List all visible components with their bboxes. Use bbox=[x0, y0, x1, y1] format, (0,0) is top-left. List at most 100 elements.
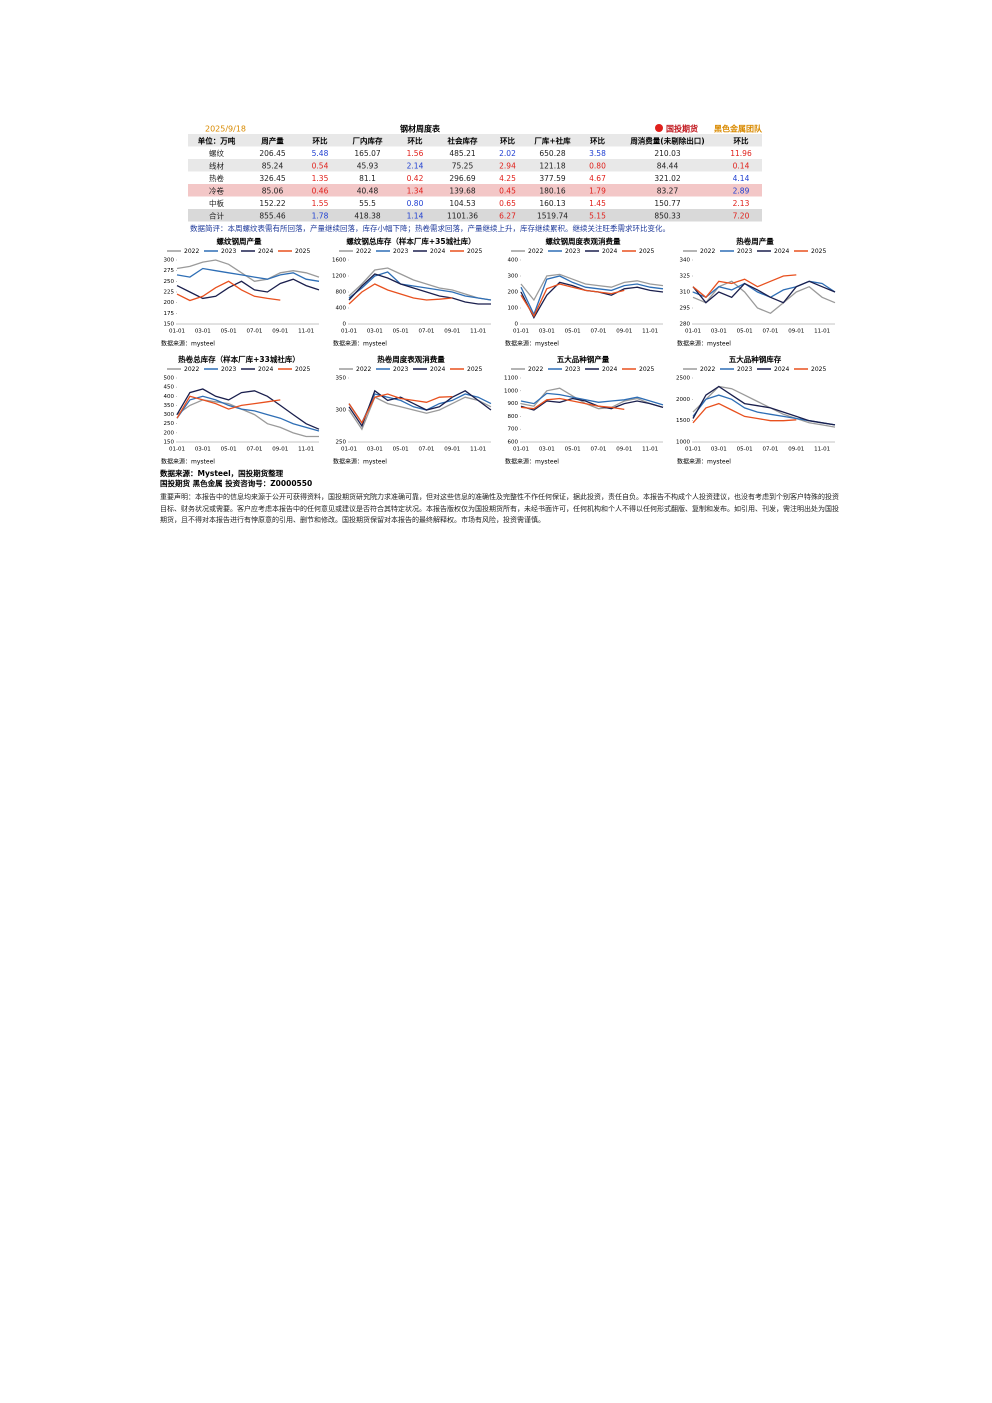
x-tick-label: 01-01 bbox=[169, 447, 185, 453]
x-tick-label: 09-01 bbox=[616, 329, 632, 335]
table-cell: 210.03 bbox=[654, 149, 680, 158]
y-tick-label: 800 bbox=[336, 290, 347, 296]
table-cell: 2.14 bbox=[407, 161, 424, 170]
series-line bbox=[348, 271, 492, 301]
column-header: 环比 bbox=[313, 135, 328, 145]
table-cell: 2.89 bbox=[733, 186, 750, 195]
legend-label: 2024 bbox=[774, 366, 789, 373]
x-tick-label: 01-01 bbox=[341, 329, 357, 335]
table-cell: 121.18 bbox=[539, 161, 565, 170]
legend-label: 2022 bbox=[700, 366, 715, 373]
legend-label: 2023 bbox=[737, 248, 752, 255]
table-cell: 152.22 bbox=[259, 199, 285, 208]
legend-label: 2024 bbox=[258, 366, 273, 373]
chart-title: 螺纹钢周度表观消费量 bbox=[546, 236, 621, 246]
series-line bbox=[520, 397, 625, 411]
row-label: 热卷 bbox=[209, 173, 224, 183]
legend-label: 2024 bbox=[258, 248, 273, 255]
series-line bbox=[176, 388, 320, 430]
y-tick-label: 350 bbox=[336, 376, 347, 382]
table-cell: 418.38 bbox=[354, 211, 380, 220]
y-tick-label: 2500 bbox=[676, 376, 690, 382]
y-tick-label: 1200 bbox=[332, 274, 346, 280]
series-line bbox=[176, 259, 320, 282]
y-tick-label: 800 bbox=[508, 414, 519, 420]
table-cell: 0.45 bbox=[499, 186, 516, 195]
y-tick-label: 1100 bbox=[504, 376, 518, 382]
table-cell: 85.24 bbox=[262, 161, 284, 170]
chart-source: 数据来源：mysteel bbox=[333, 458, 387, 466]
legend-label: 2024 bbox=[430, 366, 445, 373]
table-cell: 377.59 bbox=[539, 174, 565, 183]
x-tick-label: 05-01 bbox=[393, 447, 409, 453]
x-tick-label: 03-01 bbox=[711, 447, 727, 453]
x-tick-label: 09-01 bbox=[272, 447, 288, 453]
column-header: 环比 bbox=[500, 135, 515, 145]
y-tick-label: 200 bbox=[164, 300, 175, 306]
series-line bbox=[520, 283, 625, 318]
legend-label: 2023 bbox=[221, 248, 236, 255]
legend-label: 2023 bbox=[221, 366, 236, 373]
table-cell: 6.27 bbox=[499, 211, 516, 220]
series-line bbox=[176, 278, 320, 300]
x-tick-label: 05-01 bbox=[393, 329, 409, 335]
chart-source: 数据来源：mysteel bbox=[161, 458, 215, 466]
y-tick-label: 400 bbox=[508, 258, 519, 264]
legend-label: 2022 bbox=[184, 248, 199, 255]
x-tick-label: 09-01 bbox=[616, 447, 632, 453]
table-cell: 139.68 bbox=[449, 186, 475, 195]
y-tick-label: 0 bbox=[515, 322, 519, 328]
chart-source: 数据来源：mysteel bbox=[677, 458, 731, 466]
y-tick-label: 150 bbox=[164, 322, 175, 328]
y-tick-label: 310 bbox=[680, 290, 691, 296]
x-tick-label: 11-01 bbox=[470, 329, 486, 335]
x-tick-label: 05-01 bbox=[221, 447, 237, 453]
series-line bbox=[176, 395, 320, 432]
table-row bbox=[188, 146, 762, 159]
table-cell: 4.14 bbox=[733, 174, 750, 183]
row-label: 合计 bbox=[209, 210, 224, 220]
table-cell: 0.80 bbox=[407, 199, 424, 208]
chart-title: 螺纹钢周产量 bbox=[217, 236, 262, 246]
note: 数据简评：本周螺纹表需有所回落，产量继续回落，库存小幅下降；热卷需求回落，产量继… bbox=[190, 223, 670, 233]
series-line bbox=[692, 394, 836, 426]
legend-label: 2025 bbox=[639, 248, 654, 255]
table-cell: 2.02 bbox=[499, 149, 516, 158]
table-cell: 5.48 bbox=[312, 149, 329, 158]
legend-label: 2024 bbox=[602, 366, 617, 373]
series-line bbox=[520, 392, 664, 406]
y-tick-label: 300 bbox=[508, 274, 519, 280]
table-cell: 104.53 bbox=[449, 199, 475, 208]
column-header: 周消费量(未剔除出口) bbox=[630, 135, 704, 145]
table-cell: 0.54 bbox=[312, 161, 329, 170]
table-row bbox=[188, 196, 762, 209]
y-tick-label: 225 bbox=[164, 290, 175, 296]
series-line bbox=[692, 280, 836, 315]
footer-author: 国投期货 黑色金属 投资咨询号：Z0000550 bbox=[160, 478, 312, 488]
logo-icon bbox=[655, 124, 663, 132]
x-tick-label: 03-01 bbox=[367, 447, 383, 453]
y-tick-label: 250 bbox=[164, 421, 175, 427]
disclaimer: 重要声明：本报告中的信息均来源于公开可获得资料，国投期货研究院力求准确可靠，但对… bbox=[160, 493, 839, 524]
legend-label: 2025 bbox=[295, 248, 310, 255]
table-cell: 160.13 bbox=[539, 199, 565, 208]
legend-label: 2025 bbox=[295, 366, 310, 373]
table-cell: 321.02 bbox=[654, 174, 680, 183]
x-tick-label: 09-01 bbox=[444, 447, 460, 453]
x-tick-label: 05-01 bbox=[565, 329, 581, 335]
row-label: 中板 bbox=[209, 198, 224, 208]
y-tick-label: 325 bbox=[680, 274, 691, 280]
y-tick-label: 250 bbox=[336, 440, 347, 446]
date: 2025/9/18 bbox=[205, 125, 246, 134]
legend-label: 2024 bbox=[430, 248, 445, 255]
table-cell: 40.48 bbox=[357, 186, 379, 195]
table-cell: 0.46 bbox=[312, 186, 329, 195]
team: 黑色金属团队 bbox=[714, 124, 763, 134]
table-cell: 650.28 bbox=[539, 149, 565, 158]
column-header: 社会库存 bbox=[447, 135, 478, 145]
legend-label: 2022 bbox=[700, 248, 715, 255]
legend-label: 2022 bbox=[528, 366, 543, 373]
table-cell: 83.27 bbox=[657, 186, 679, 195]
series-line bbox=[348, 283, 453, 305]
table-cell: 0.80 bbox=[589, 161, 606, 170]
